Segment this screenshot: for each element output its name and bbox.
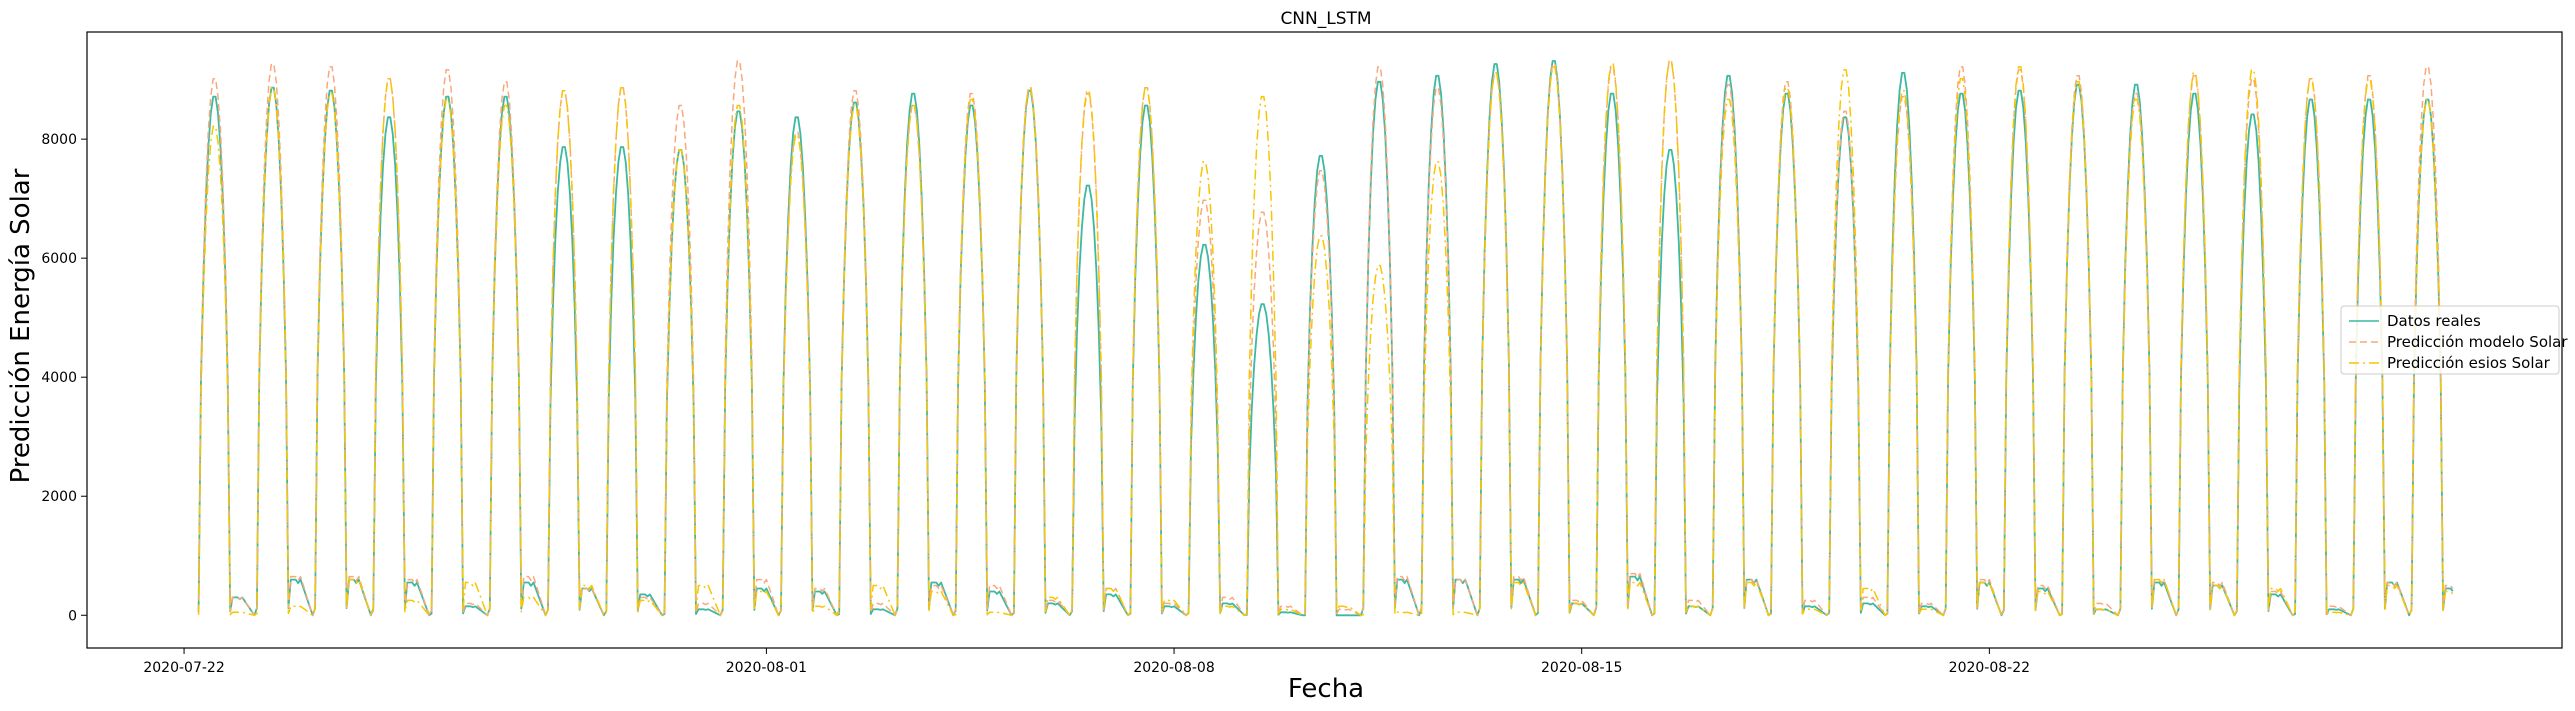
legend-label: Datos reales — [2387, 312, 2481, 330]
chart-title: CNN_LSTM — [1280, 9, 1371, 29]
series-line — [197, 60, 2454, 617]
x-tick-label: 2020-08-08 — [1133, 660, 1214, 676]
plot-area — [197, 60, 2454, 617]
series-line — [197, 60, 2454, 617]
y-tick-label: 2000 — [41, 489, 77, 505]
legend-box — [2340, 305, 2560, 375]
legend-label: Predicción esios Solar — [2387, 354, 2551, 372]
y-tick-label: 0 — [68, 608, 77, 624]
x-tick-label: 2020-08-01 — [726, 660, 807, 676]
y-tick-label: 4000 — [41, 370, 77, 386]
plot-frame — [86, 31, 2563, 649]
x-tick-label: 2020-07-22 — [143, 660, 224, 676]
x-tick-label: 2020-08-15 — [1541, 660, 1622, 676]
y-axis-label: Predicción Energía Solar — [6, 168, 36, 483]
legend-label: Predicción modelo Solar — [2387, 333, 2568, 351]
series-line — [197, 60, 2454, 617]
x-axis: 2020-07-22 2020-08-01 2020-08-08 2020-08-15… — [143, 648, 2030, 676]
x-axis-label: Fecha — [1288, 674, 1364, 704]
x-tick-label: 2020-08-22 — [1949, 660, 2030, 676]
y-axis: 0 2000 4000 6000 8000 — [41, 132, 87, 624]
y-tick-label: 6000 — [41, 251, 77, 267]
y-tick-label: 8000 — [41, 132, 77, 148]
series-group — [197, 60, 2454, 617]
legend: Datos reales Predicción modelo Solar Predi… — [2340, 305, 2568, 375]
